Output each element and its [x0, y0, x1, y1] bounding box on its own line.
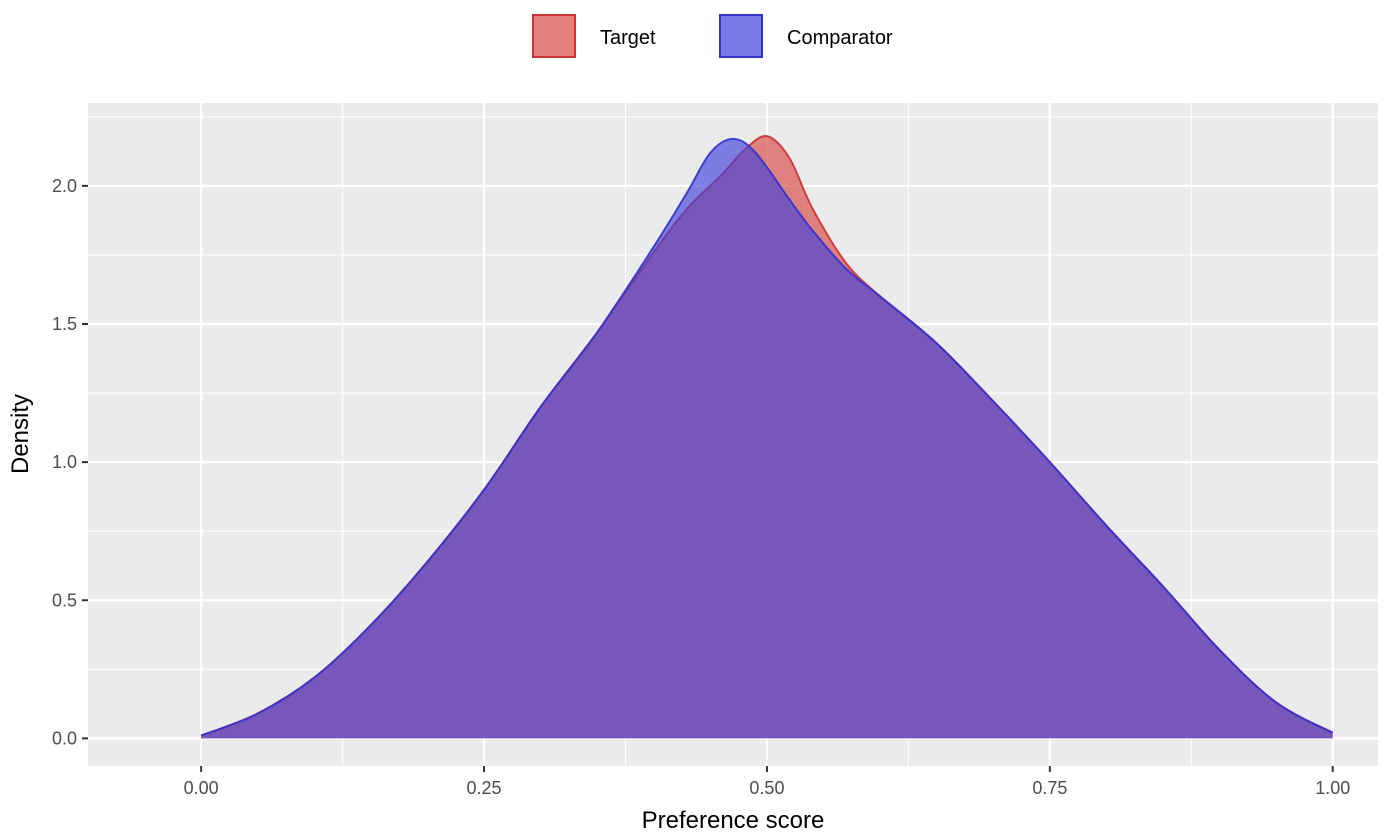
x-tick-label: 0.00: [184, 778, 219, 798]
y-tick-label: 1.5: [52, 314, 77, 334]
density-line-comparator: [200, 137, 1334, 737]
density-area-comparator: [201, 138, 1333, 739]
x-axis-title: Preference score: [642, 807, 825, 832]
x-tick-label: 0.25: [467, 778, 502, 798]
x-tick-label: 1.00: [1315, 778, 1350, 798]
x-axis: 0.00 0.25 0.50 0.75 1.00: [184, 766, 1350, 798]
y-tick-label: 0.0: [52, 728, 77, 748]
y-tick-label: 1.0: [52, 452, 77, 472]
x-tick-label: 0.75: [1032, 778, 1067, 798]
legend: Target Comparator: [532, 14, 893, 58]
y-tick-label: 0.5: [52, 590, 77, 610]
legend-label-comparator: Comparator: [787, 27, 893, 49]
y-tick-label: 2.0: [52, 176, 77, 196]
legend-swatch-comparator: [719, 14, 763, 58]
y-axis-title: Density: [7, 394, 34, 474]
legend-swatch-target: [532, 14, 576, 58]
density-series: [200, 135, 1334, 739]
y-axis: 0.0 0.5 1.0 1.5 2.0: [52, 176, 88, 748]
x-tick-label: 0.50: [749, 778, 784, 798]
legend-label-target: Target: [600, 27, 656, 49]
